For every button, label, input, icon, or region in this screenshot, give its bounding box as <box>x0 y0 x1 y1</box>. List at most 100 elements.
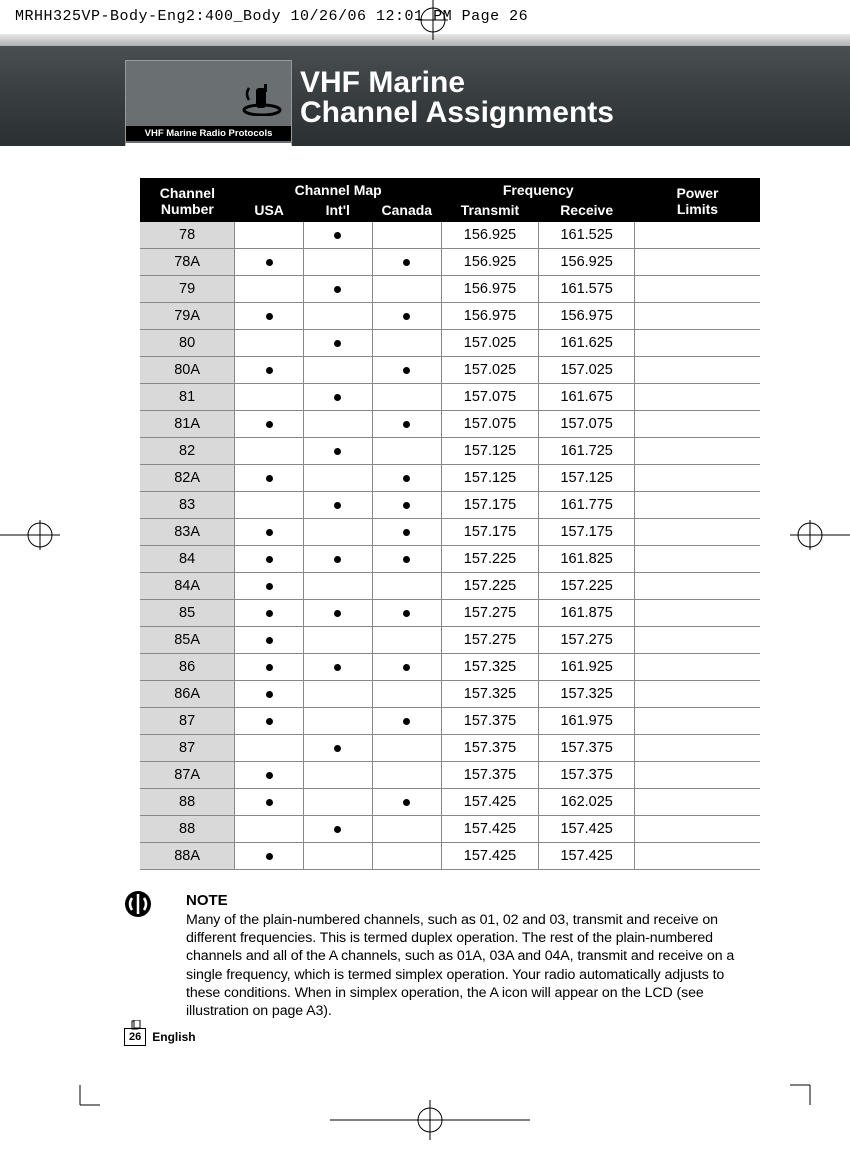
table-cell: 157.225 <box>442 546 539 573</box>
table-cell: 79 <box>140 276 235 303</box>
table-cell <box>635 789 760 816</box>
table-cell <box>372 492 442 519</box>
table-cell: 157.425 <box>538 843 635 870</box>
footer: 26 English <box>124 1028 196 1046</box>
table-cell <box>372 573 442 600</box>
table-cell <box>372 276 442 303</box>
title-line1: VHF Marine <box>300 68 614 98</box>
table-cell <box>635 735 760 762</box>
table-cell: 157.375 <box>442 735 539 762</box>
table-cell: 157.325 <box>442 681 539 708</box>
table-cell: 157.025 <box>442 330 539 357</box>
table-cell <box>372 249 442 276</box>
print-header: MRHH325VP-Body-Eng2:400_Body 10/26/06 12… <box>15 8 528 25</box>
table-row: 87157.375161.975 <box>140 708 760 735</box>
content-area: ChannelNumber Channel Map Frequency Powe… <box>140 178 760 1020</box>
table-cell <box>372 762 442 789</box>
table-cell: 80 <box>140 330 235 357</box>
table-cell <box>372 411 442 438</box>
crop-mark-left <box>0 520 60 555</box>
table-row: 83157.175161.775 <box>140 492 760 519</box>
table-cell <box>635 600 760 627</box>
page-number: 26 <box>124 1028 146 1046</box>
table-cell <box>635 330 760 357</box>
table-cell <box>235 735 304 762</box>
table-row: 88157.425162.025 <box>140 789 760 816</box>
table-cell <box>372 681 442 708</box>
table-cell: 157.425 <box>442 843 539 870</box>
table-cell <box>303 411 372 438</box>
table-cell <box>303 492 372 519</box>
page-icon <box>131 1020 141 1033</box>
table-row: 81A157.075157.075 <box>140 411 760 438</box>
table-cell: 82A <box>140 465 235 492</box>
table-cell: 88 <box>140 789 235 816</box>
note-text: Many of the plain-numbered channels, suc… <box>186 911 760 1020</box>
crop-corner-bl <box>60 1085 100 1130</box>
table-cell: 157.275 <box>538 627 635 654</box>
table-cell <box>372 465 442 492</box>
table-cell <box>235 492 304 519</box>
channel-table: ChannelNumber Channel Map Frequency Powe… <box>140 178 760 870</box>
table-cell <box>235 276 304 303</box>
table-cell: 157.125 <box>538 465 635 492</box>
table-cell <box>235 438 304 465</box>
table-cell <box>372 627 442 654</box>
footer-language: English <box>152 1030 195 1044</box>
table-cell <box>235 519 304 546</box>
header-usa: USA <box>235 200 304 222</box>
table-cell: 161.675 <box>538 384 635 411</box>
table-cell <box>635 816 760 843</box>
table-cell: 157.075 <box>442 384 539 411</box>
table-row: 80157.025161.625 <box>140 330 760 357</box>
table-cell <box>372 654 442 681</box>
table-row: 81 157.075161.675 <box>140 384 760 411</box>
table-cell: 157.375 <box>442 762 539 789</box>
table-cell: 84A <box>140 573 235 600</box>
table-cell: 161.825 <box>538 546 635 573</box>
table-cell: 157.175 <box>442 492 539 519</box>
table-cell <box>635 222 760 249</box>
table-cell <box>635 843 760 870</box>
table-row: 83A157.175157.175 <box>140 519 760 546</box>
table-cell: 156.925 <box>442 249 539 276</box>
table-cell <box>235 843 304 870</box>
table-cell: 161.725 <box>538 438 635 465</box>
table-cell: 157.275 <box>442 627 539 654</box>
table-cell: 157.175 <box>538 519 635 546</box>
table-row: 79A156.975156.975 <box>140 303 760 330</box>
table-row: 82157.125161.725 <box>140 438 760 465</box>
table-row: 78156.925161.525 <box>140 222 760 249</box>
table-cell: 87A <box>140 762 235 789</box>
table-cell <box>635 681 760 708</box>
table-cell <box>372 735 442 762</box>
table-cell <box>303 816 372 843</box>
table-cell: 81 <box>140 384 235 411</box>
table-cell <box>235 708 304 735</box>
table-cell: 157.375 <box>538 735 635 762</box>
header-channel-map: Channel Map <box>235 178 442 200</box>
table-cell: 157.425 <box>442 789 539 816</box>
table-cell <box>303 735 372 762</box>
table-cell <box>235 681 304 708</box>
table-row: 86A157.325157.325 <box>140 681 760 708</box>
table-cell <box>303 249 372 276</box>
table-cell <box>303 519 372 546</box>
title-line2: Channel Assignments <box>300 98 614 128</box>
table-cell <box>635 519 760 546</box>
table-cell: 157.125 <box>442 438 539 465</box>
table-cell <box>372 384 442 411</box>
table-cell: 86A <box>140 681 235 708</box>
table-cell <box>235 546 304 573</box>
table-cell <box>235 816 304 843</box>
header-channel-number: ChannelNumber <box>140 178 235 222</box>
header-receive: Receive <box>538 200 635 222</box>
table-row: 85A157.275157.275 <box>140 627 760 654</box>
table-cell <box>635 357 760 384</box>
table-cell: 83 <box>140 492 235 519</box>
table-cell: 161.925 <box>538 654 635 681</box>
table-cell: 80A <box>140 357 235 384</box>
table-cell: 88A <box>140 843 235 870</box>
table-cell <box>635 249 760 276</box>
table-row: 82A157.125157.125 <box>140 465 760 492</box>
